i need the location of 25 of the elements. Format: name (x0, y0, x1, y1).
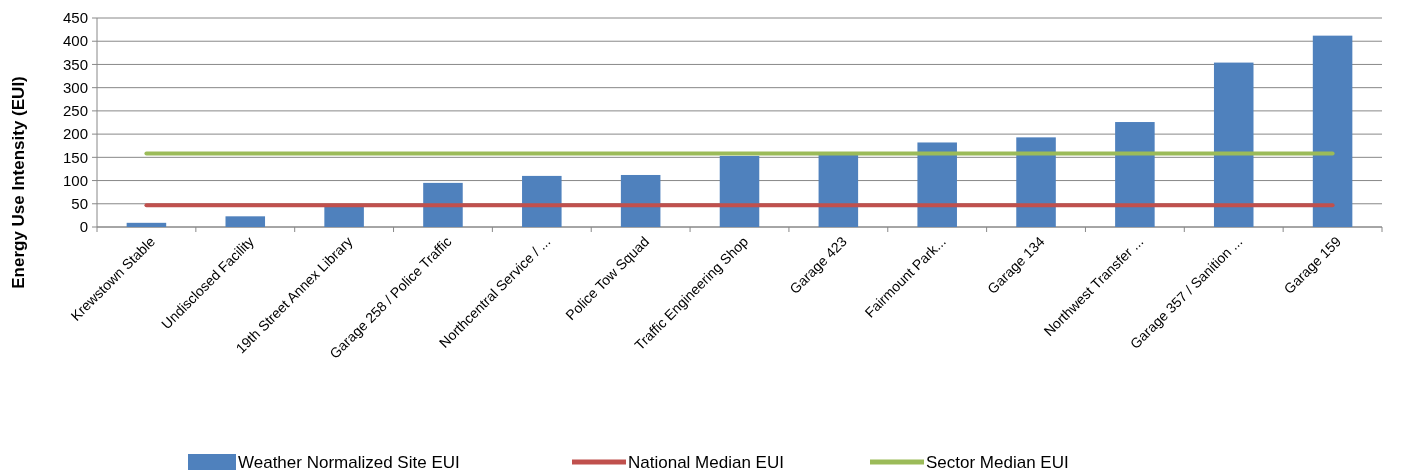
y-tick-label: 250 (62, 102, 88, 120)
bar (522, 175, 562, 227)
y-tick-label: 450 (62, 9, 88, 27)
y-tick-label: 400 (62, 32, 88, 50)
bar (1016, 137, 1056, 227)
bar (719, 155, 760, 227)
bar (225, 216, 266, 227)
bar (1312, 35, 1353, 227)
y-tick-label: 100 (62, 171, 88, 189)
legend-label: National Median EUI (628, 452, 784, 471)
legend-label: Weather Normalized Site EUI (238, 452, 460, 471)
y-tick-label: 300 (62, 78, 88, 96)
legend-label: Sector Median EUI (926, 452, 1069, 471)
y-tick-label: 0 (79, 218, 88, 236)
y-tick-label: 200 (62, 125, 88, 143)
y-tick-label: 350 (62, 55, 88, 73)
bar (126, 222, 167, 227)
y-tick-label: 150 (62, 148, 88, 166)
y-axis-title: Energy Use Intensity (EUI) (9, 76, 28, 289)
y-tick-label: 50 (71, 195, 88, 213)
bar (917, 142, 957, 227)
bar (1115, 122, 1155, 227)
bar (324, 205, 364, 227)
bar (1213, 62, 1254, 227)
bar (620, 174, 661, 227)
